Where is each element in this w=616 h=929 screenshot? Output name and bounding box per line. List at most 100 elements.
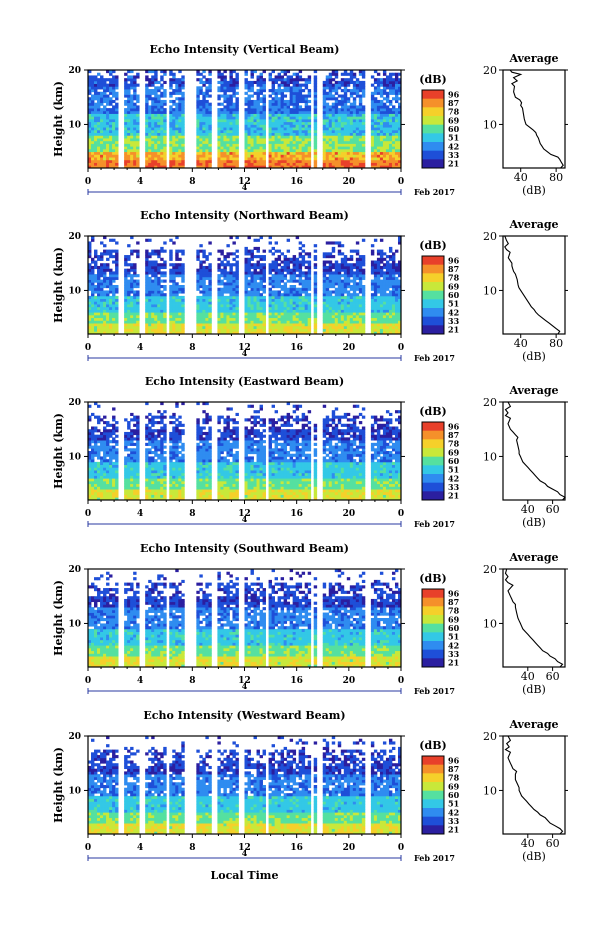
heatmap-cell (373, 110, 378, 114)
heatmap-cell (160, 78, 164, 82)
heatmap-cell (157, 298, 161, 302)
heatmap-cell (334, 263, 339, 267)
heatmap-cell (247, 290, 251, 294)
heatmap-cell (352, 99, 357, 104)
heatmap-cell (175, 255, 179, 259)
heatmap-cell (130, 290, 134, 294)
heatmap-cell (283, 129, 288, 134)
heatmap-cell (109, 285, 113, 289)
heatmap-cell (208, 320, 212, 324)
heatmap-cell (202, 80, 206, 85)
heatmap-cell (130, 252, 134, 256)
heatmap-cell (208, 86, 212, 90)
heatmap-cell (100, 143, 104, 147)
heatmap-cell (115, 301, 119, 305)
heatmap-cell (331, 119, 336, 123)
heatmap-cell (277, 328, 282, 332)
heatmap-cell (322, 268, 327, 272)
heatmap-cell (130, 127, 134, 131)
heatmap-cell (331, 113, 336, 117)
heatmap-cell (223, 159, 227, 163)
heatmap-cell (232, 148, 236, 153)
heatmap-cell (328, 129, 333, 134)
heatmap-cell (346, 268, 351, 272)
heatmap-cell (376, 86, 381, 90)
heatmap-cell (136, 75, 140, 79)
heatmap-cell (373, 298, 378, 302)
heatmap-cell (301, 328, 306, 332)
heatmap-cell (250, 271, 254, 275)
heatmap-cell (91, 279, 95, 283)
x-tick-label: 12 (238, 177, 251, 187)
heatmap-cell (340, 154, 345, 158)
heatmap-cell (100, 157, 104, 161)
heatmap-cell (205, 304, 209, 308)
heatmap-cell (244, 331, 248, 335)
heatmap-cell (223, 328, 227, 332)
heatmap-cell (223, 257, 227, 261)
heatmap-cell (256, 102, 260, 106)
heatmap-cell (154, 157, 158, 161)
heatmap-cell (280, 309, 285, 313)
heatmap-cell (379, 331, 384, 335)
heatmap-cell (229, 309, 233, 313)
heatmap-cell (283, 140, 288, 144)
heatmap-cell (256, 271, 260, 275)
heatmap-cell (340, 293, 345, 297)
heatmap-cell (154, 80, 158, 85)
heatmap-cell (256, 140, 260, 144)
heatmap-cell (151, 151, 155, 155)
heatmap-cell (256, 159, 260, 163)
heatmap-cell (151, 110, 155, 114)
heatmap-cell (352, 75, 357, 79)
colorbar-tick-label: 60 (448, 124, 460, 134)
heatmap-cell (247, 121, 251, 125)
heatmap-cell (343, 91, 348, 95)
heatmap-cell (94, 108, 98, 112)
heatmap-cell (259, 293, 263, 297)
heatmap-cell (361, 301, 366, 305)
heatmap-cell (379, 99, 384, 104)
heatmap-cell (196, 105, 200, 109)
heatmap-cell (304, 80, 309, 85)
heatmap-cell (136, 105, 140, 109)
heatmap-cell (340, 309, 345, 313)
heatmap-cell (175, 127, 179, 131)
heatmap-cell (172, 89, 176, 93)
heatmap-cell (103, 249, 107, 253)
heatmap-cell (328, 265, 333, 270)
heatmap-cell (385, 143, 390, 147)
heatmap-cell (355, 127, 360, 131)
heatmap-cell (292, 83, 297, 87)
heatmap-cell (196, 113, 200, 117)
heatmap-cell (304, 138, 309, 142)
heatmap-cell (151, 124, 155, 128)
heatmap-cell (220, 89, 224, 93)
heatmap-cell (232, 282, 236, 286)
heatmap-cell (91, 116, 95, 120)
heatmap-cell (100, 116, 104, 120)
heatmap-cell (253, 91, 257, 95)
heatmap-cell (379, 105, 384, 109)
heatmap-cell (298, 162, 303, 166)
heatmap-cell (205, 325, 209, 329)
heatmap-cell (178, 301, 182, 305)
heatmap-cell (229, 317, 233, 321)
heatmap-cell (283, 293, 288, 297)
heatmap-cell (391, 119, 396, 123)
heatmap-cell (109, 83, 113, 87)
heatmap-cell (295, 140, 300, 144)
heatmap-cell (346, 110, 351, 114)
heatmap-cell (103, 304, 107, 308)
heatmap-cell (115, 80, 119, 85)
heatmap-cell (253, 325, 257, 329)
heatmap-cell (229, 331, 233, 335)
heatmap-cell (379, 83, 384, 87)
heatmap-cell (376, 271, 381, 275)
heatmap-cell (340, 113, 345, 117)
heatmap-cell (385, 151, 390, 155)
heatmap-cell (307, 287, 312, 291)
heatmap-cell (253, 146, 257, 150)
heatmap-cell (343, 97, 348, 101)
heatmap-cell (298, 312, 303, 316)
